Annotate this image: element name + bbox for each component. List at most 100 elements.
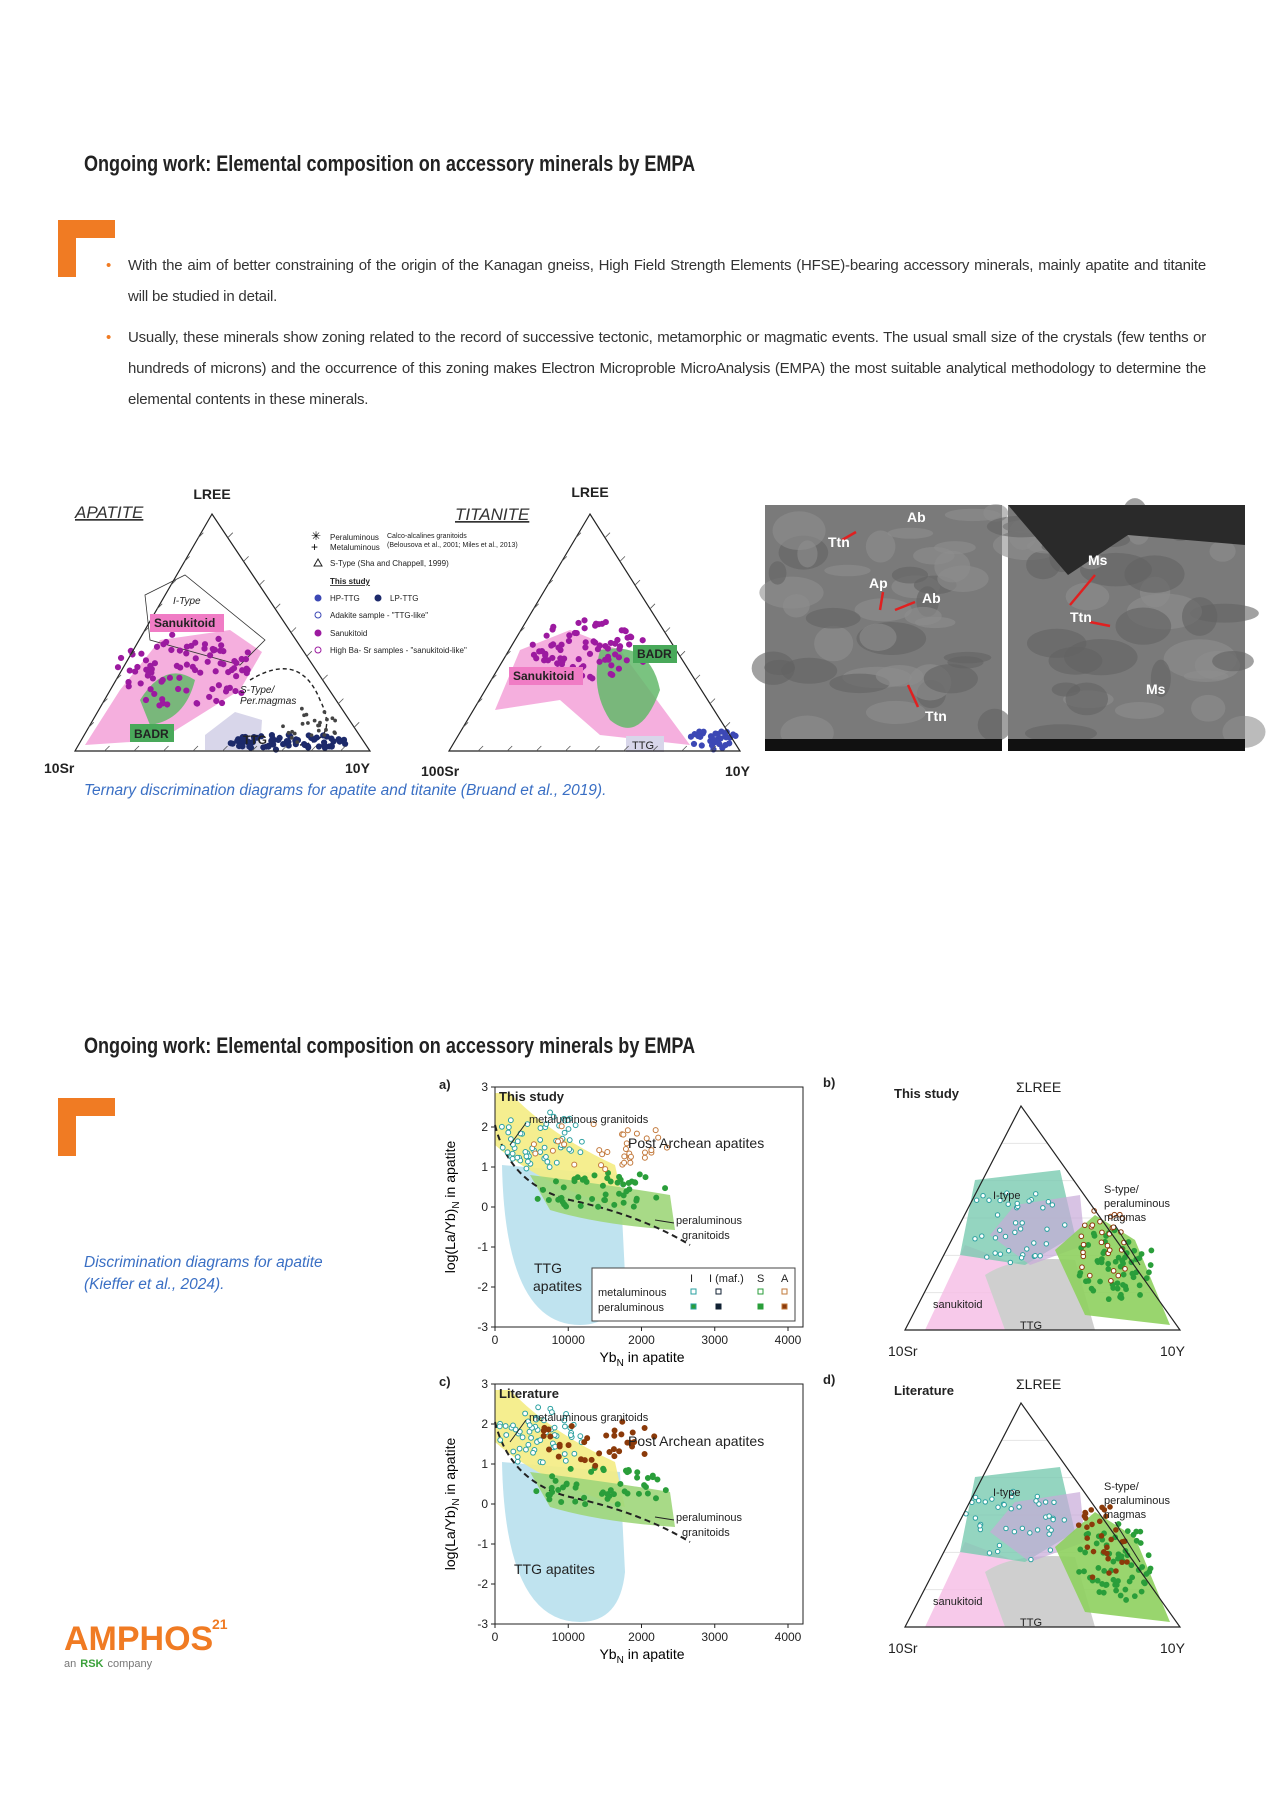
point	[1122, 1586, 1129, 1593]
point	[1111, 1211, 1118, 1218]
point	[265, 743, 272, 750]
label: BADR	[134, 727, 169, 741]
label: (Belousova et al., 2001; Miles et al., 2…	[387, 542, 518, 549]
y-tick-label: 2	[481, 1417, 488, 1431]
point	[566, 1137, 573, 1143]
point	[1032, 1253, 1038, 1259]
point	[1027, 1530, 1033, 1536]
label: peraluminous	[598, 1302, 665, 1314]
label: LP-TTG	[390, 594, 418, 603]
point	[590, 638, 597, 645]
point	[561, 1451, 568, 1457]
y-tick-label: -2	[477, 1280, 488, 1294]
point	[125, 678, 132, 686]
point	[176, 647, 183, 654]
panel-label: a)	[439, 1077, 451, 1092]
point	[1088, 1507, 1095, 1513]
point	[1101, 1567, 1108, 1574]
point	[1089, 1574, 1096, 1580]
point	[1048, 1527, 1054, 1533]
tagline-part: company	[107, 1658, 152, 1670]
point	[596, 1450, 603, 1457]
point	[632, 1179, 639, 1186]
point	[555, 644, 562, 651]
point	[616, 1190, 623, 1197]
point	[1119, 1559, 1125, 1566]
tick	[709, 698, 716, 704]
x-tick-label: 3000	[701, 1630, 728, 1644]
label: BADR	[637, 647, 672, 661]
texture	[865, 530, 896, 563]
y-tick-label: -3	[477, 1320, 488, 1334]
point	[217, 660, 224, 667]
tick	[476, 698, 483, 704]
symbol	[690, 1288, 697, 1295]
y-tick-label: 2	[481, 1120, 488, 1134]
point	[995, 1504, 1001, 1510]
point	[553, 1159, 560, 1166]
tick	[681, 745, 688, 752]
tick	[170, 579, 177, 586]
bullet: With the aim of better constraining of t…	[106, 250, 1206, 312]
point	[1117, 1592, 1124, 1599]
point	[223, 685, 231, 692]
point	[239, 735, 246, 742]
texture	[1051, 682, 1081, 697]
panel-heading: Literature	[894, 1383, 954, 1398]
point	[1090, 1287, 1097, 1294]
point	[565, 1126, 572, 1132]
point	[607, 639, 614, 647]
point	[1141, 1579, 1147, 1586]
texture	[829, 673, 890, 694]
tick	[290, 627, 297, 633]
point	[1115, 1555, 1121, 1562]
point	[623, 657, 630, 664]
point	[217, 647, 224, 654]
point	[269, 735, 276, 742]
point	[522, 1410, 529, 1417]
point	[620, 1131, 627, 1138]
annotation: apatites	[533, 1278, 582, 1294]
tick	[115, 674, 122, 681]
tick	[104, 745, 110, 752]
label: Ttn	[1070, 609, 1092, 625]
point	[1046, 1513, 1052, 1519]
point	[695, 732, 702, 740]
point	[549, 1473, 556, 1480]
point	[708, 734, 715, 741]
point	[1080, 1241, 1087, 1248]
tick	[565, 745, 571, 752]
label: Ms	[1088, 552, 1108, 568]
label: Metaluminous	[330, 543, 380, 552]
field-label: magmas	[1104, 1212, 1147, 1224]
point	[575, 656, 582, 663]
point	[1097, 1218, 1103, 1225]
label: LREE	[193, 486, 230, 502]
point	[533, 1488, 540, 1495]
point	[1019, 1220, 1025, 1226]
point	[151, 660, 159, 667]
texture	[1191, 694, 1226, 722]
point	[621, 1153, 628, 1160]
point	[550, 623, 557, 630]
point	[605, 656, 612, 663]
field-label: S-type/	[1104, 1184, 1140, 1196]
point	[192, 655, 199, 662]
point	[1118, 1295, 1125, 1301]
arrow	[1114, 1521, 1141, 1563]
x-tick-label: 4000	[775, 1630, 802, 1644]
point	[592, 622, 599, 629]
texture	[934, 541, 976, 555]
texture	[923, 664, 978, 694]
point	[544, 1158, 551, 1165]
tick	[533, 603, 539, 610]
point	[1137, 1540, 1144, 1546]
point	[1044, 1226, 1050, 1232]
point	[986, 1550, 993, 1556]
point	[1076, 1568, 1082, 1575]
point	[558, 1499, 565, 1506]
point	[114, 664, 122, 671]
texture	[1048, 646, 1103, 675]
point	[286, 730, 291, 735]
point	[156, 702, 163, 709]
